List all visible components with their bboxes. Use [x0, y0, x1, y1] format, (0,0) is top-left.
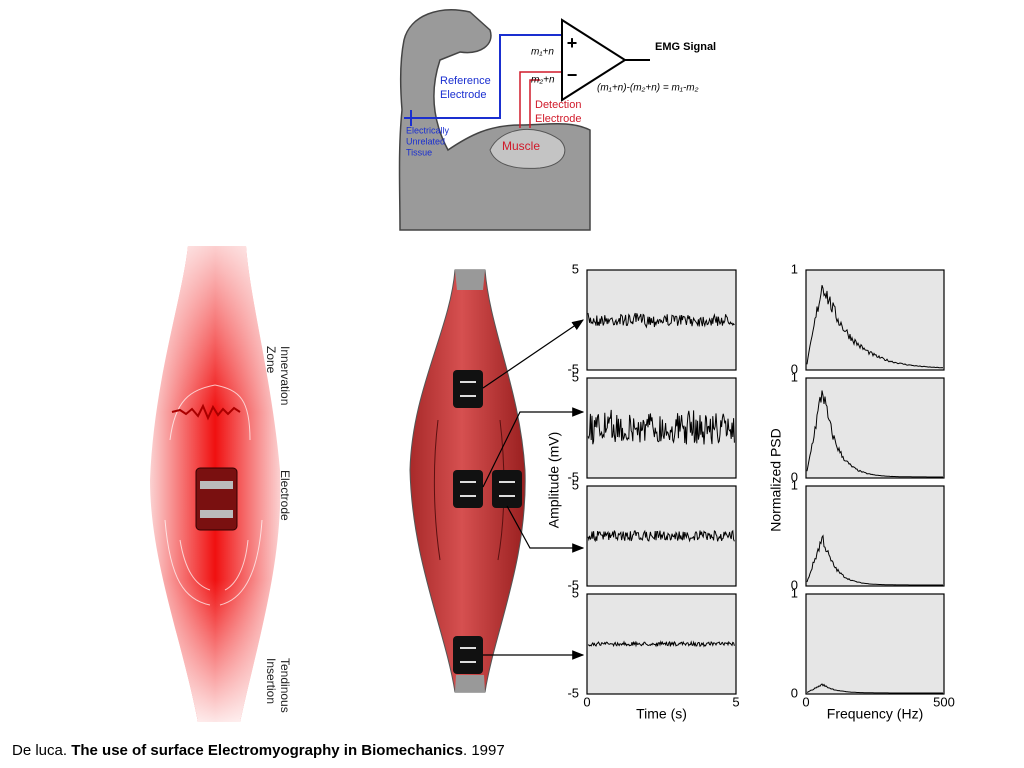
x-tick-label: 500 [933, 694, 955, 709]
muscle-label: Muscle [502, 139, 540, 153]
trace [587, 409, 735, 445]
arrow [506, 505, 585, 553]
plot-area [805, 593, 945, 695]
caption: De luca. The use of surface Electromyogr… [12, 742, 505, 759]
input-label: m₁+n [531, 47, 554, 58]
plot-area [805, 485, 945, 587]
y-tick-label: 1 [791, 585, 798, 600]
input-label: m₂+n [531, 75, 555, 86]
y-tick-label: 1 [791, 369, 798, 384]
label: Zone [264, 346, 278, 374]
label: Electrode [278, 470, 292, 521]
reference-label: Reference [440, 75, 491, 87]
innervation-label: Innervation Zone [264, 346, 292, 405]
caption-author: De luca. [12, 742, 67, 759]
y-tick-label: 5 [572, 477, 579, 492]
reference-wire [404, 34, 562, 119]
trace [806, 285, 944, 369]
y-tick-label: 5 [572, 369, 579, 384]
fibres [164, 384, 263, 606]
y-tick-label: 5 [572, 585, 579, 600]
y-axis-label: Normalized PSD [768, 428, 784, 531]
y-tick-label: 0 [791, 685, 798, 700]
y-axis-label: Amplitude (mV) [546, 432, 562, 528]
muscle-diagram: Innervation Zone Electrode Tendinous Ins… [150, 246, 292, 722]
x-tick-label: 0 [583, 694, 590, 709]
electrode-bar [200, 510, 233, 518]
x-axis-label: Time (s) [636, 706, 687, 722]
electrode-bar [200, 481, 233, 489]
label: Insertion [264, 658, 278, 704]
y-tick-label: -5 [567, 469, 579, 484]
label: Innervation [278, 346, 292, 405]
x-tick-label: 5 [732, 694, 739, 709]
label: Tendinous [278, 658, 292, 713]
x-tick-label: 0 [802, 694, 809, 709]
tissue-label: Unrelated [406, 136, 445, 146]
trace [806, 534, 943, 586]
electrode [453, 470, 483, 508]
electrode [492, 470, 522, 508]
electrode [453, 370, 483, 408]
plot-area [805, 269, 945, 371]
tissue-label: Tissue [406, 147, 432, 157]
arrow [482, 407, 585, 488]
tendon-label: Tendinous Insertion [264, 658, 292, 713]
y-tick-label: 0 [791, 577, 798, 592]
reference-label: Electrode [440, 89, 486, 101]
plus: + [567, 33, 578, 53]
detection-label: Electrode [535, 113, 581, 125]
detection-wire [529, 79, 540, 128]
caption-year: . 1997 [463, 742, 505, 759]
y-tick-label: 0 [791, 361, 798, 376]
trace [587, 529, 735, 543]
innervation-zone [171, 403, 241, 421]
output-label: EMG Signal [655, 41, 716, 53]
x-axis-label: Frequency (Hz) [827, 706, 923, 722]
trace [806, 390, 943, 478]
caption-title: The use of surface Electromyography in B… [71, 742, 463, 759]
biceps [489, 128, 566, 169]
electrode [453, 636, 483, 674]
y-tick-label: -5 [567, 577, 579, 592]
y-tick-label: 5 [572, 261, 579, 276]
electrode [195, 467, 238, 531]
y-tick-label: 0 [791, 469, 798, 484]
formula: (m₁+n)-(m₂+n) = m₁-m₂ [597, 83, 699, 94]
plot-area [805, 377, 945, 479]
detection-label: Detection [535, 99, 581, 111]
y-tick-label: -5 [567, 685, 579, 700]
arm-diagram: + − m₁+n m₂+n EMG Signal (m₁+n)-(m₂+n) =… [398, 9, 716, 231]
trace [587, 312, 735, 329]
detection-wire [519, 71, 562, 128]
muscle-model [409, 269, 585, 693]
amplifier [561, 18, 627, 102]
trace [806, 683, 943, 694]
arrow [482, 319, 584, 389]
electrode-label: Electrode [278, 470, 292, 521]
arm [398, 9, 591, 231]
tissue-label: Electrically [406, 125, 450, 135]
y-tick-label: 1 [791, 477, 798, 492]
y-tick-label: -5 [567, 361, 579, 376]
minus: − [567, 65, 578, 85]
y-tick-label: 1 [791, 261, 798, 276]
trace [587, 640, 735, 648]
